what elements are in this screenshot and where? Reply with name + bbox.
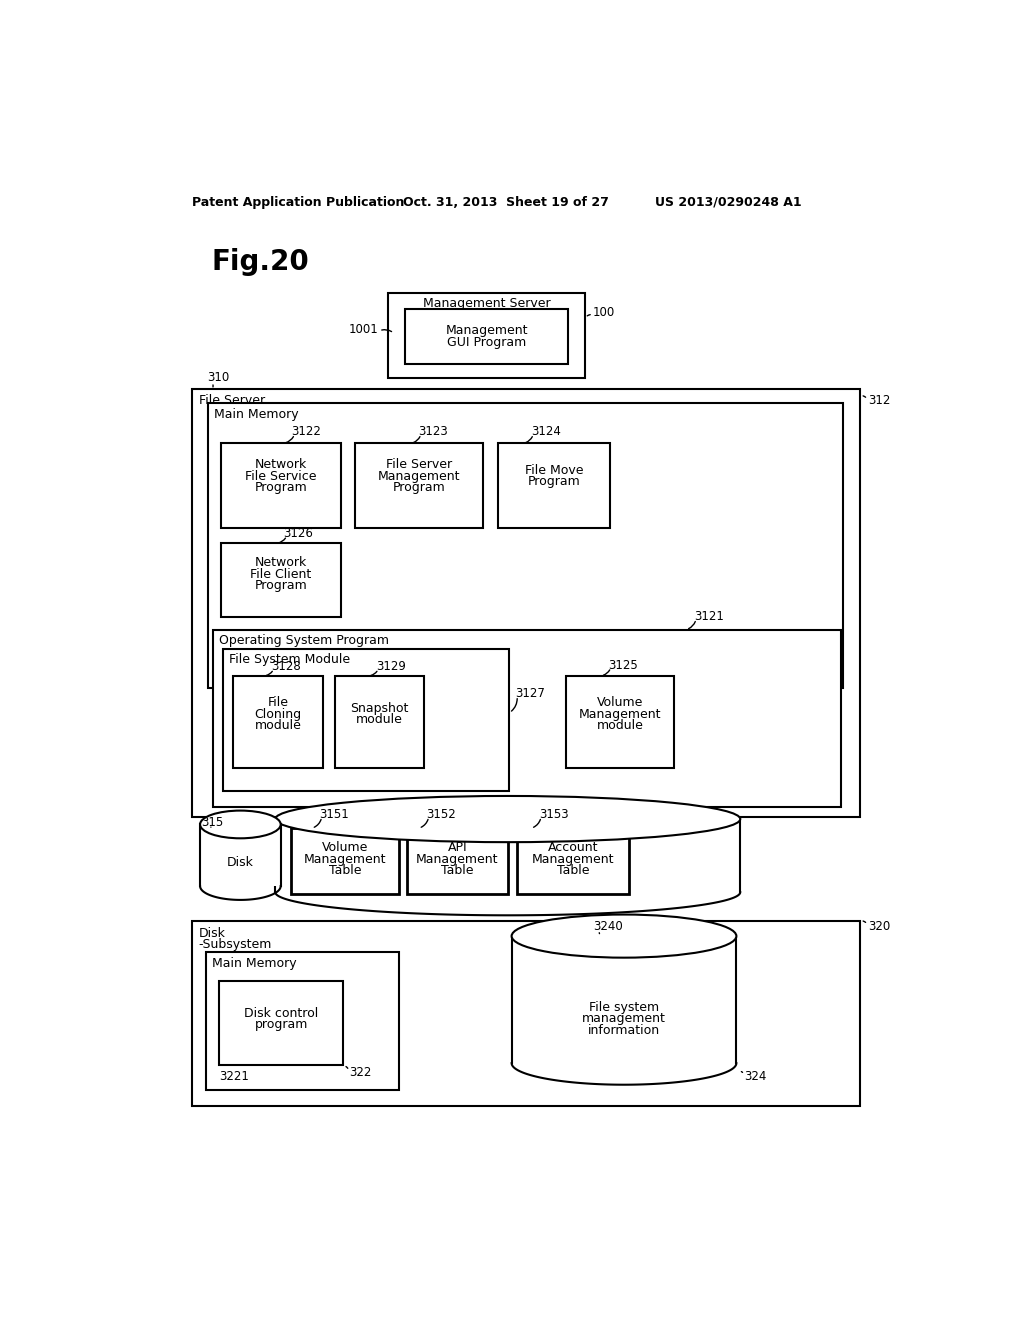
Text: Table: Table — [557, 865, 590, 878]
Text: 3221: 3221 — [219, 1069, 249, 1082]
Text: module: module — [597, 719, 643, 733]
Text: File Service: File Service — [246, 470, 316, 483]
Bar — [222, 649, 509, 792]
Ellipse shape — [200, 810, 281, 838]
Text: File System Module: File System Module — [228, 653, 350, 667]
Text: GUI Program: GUI Program — [447, 335, 526, 348]
Text: Disk: Disk — [199, 927, 225, 940]
Text: Volume: Volume — [322, 841, 369, 854]
Text: Network: Network — [255, 556, 307, 569]
Text: Operating System Program: Operating System Program — [219, 634, 389, 647]
Bar — [498, 444, 610, 528]
Text: 315: 315 — [202, 816, 224, 829]
Text: 310: 310 — [207, 371, 229, 384]
Bar — [219, 981, 343, 1065]
Text: Management: Management — [416, 853, 499, 866]
Text: Management Server: Management Server — [423, 297, 550, 310]
Bar — [275, 818, 740, 892]
Ellipse shape — [275, 796, 740, 842]
Text: Program: Program — [527, 475, 581, 488]
Text: 3121: 3121 — [693, 610, 724, 623]
Text: 1001: 1001 — [348, 323, 378, 335]
Text: 3124: 3124 — [531, 425, 561, 438]
Bar — [221, 444, 341, 528]
Bar — [517, 829, 630, 894]
Text: 3127: 3127 — [515, 686, 546, 700]
Text: Management: Management — [532, 853, 614, 866]
Bar — [213, 630, 841, 807]
Text: Network: Network — [255, 458, 307, 471]
Bar — [193, 389, 860, 817]
Bar — [566, 676, 675, 768]
Text: API: API — [447, 841, 467, 854]
Text: 3129: 3129 — [376, 660, 406, 673]
Bar — [335, 676, 424, 768]
Text: Main Memory: Main Memory — [214, 408, 299, 421]
Text: Patent Application Publication: Patent Application Publication — [193, 195, 404, 209]
Text: File Server: File Server — [386, 458, 452, 471]
Text: 3152: 3152 — [426, 808, 456, 821]
Bar — [233, 676, 323, 768]
Text: 312: 312 — [868, 395, 891, 408]
Bar — [193, 921, 860, 1106]
Text: File system: File system — [589, 1001, 659, 1014]
Text: File Client: File Client — [251, 568, 311, 581]
Text: 322: 322 — [349, 1065, 372, 1078]
Text: 3151: 3151 — [319, 808, 349, 821]
Text: Table: Table — [329, 865, 361, 878]
Text: 3122: 3122 — [291, 425, 321, 438]
Text: File Server: File Server — [199, 393, 264, 407]
Text: program: program — [255, 1018, 308, 1031]
Text: Cloning: Cloning — [254, 708, 301, 721]
Ellipse shape — [512, 915, 736, 958]
Text: Disk: Disk — [227, 857, 254, 870]
Text: Program: Program — [255, 482, 307, 495]
Text: 3128: 3128 — [271, 660, 301, 673]
Bar — [208, 404, 844, 688]
Text: Management: Management — [304, 853, 386, 866]
Text: Management: Management — [378, 470, 460, 483]
Text: Program: Program — [255, 579, 307, 593]
Text: information: information — [588, 1024, 660, 1038]
Text: 3126: 3126 — [283, 527, 313, 540]
Text: management: management — [582, 1012, 666, 1026]
Text: Fig.20: Fig.20 — [212, 248, 309, 276]
Text: 3240: 3240 — [593, 920, 623, 933]
Text: Oct. 31, 2013  Sheet 19 of 27: Oct. 31, 2013 Sheet 19 of 27 — [403, 195, 609, 209]
Bar — [355, 444, 483, 528]
Text: Snapshot: Snapshot — [350, 702, 409, 714]
Text: Main Memory: Main Memory — [212, 957, 296, 970]
Bar — [200, 825, 281, 886]
Text: -Subsystem: -Subsystem — [199, 939, 272, 952]
Bar — [206, 952, 399, 1090]
Bar — [221, 544, 341, 616]
Text: 320: 320 — [868, 920, 891, 933]
Text: Management: Management — [445, 325, 528, 338]
Text: Table: Table — [441, 865, 474, 878]
Text: Disk control: Disk control — [245, 1007, 318, 1019]
Text: 3153: 3153 — [539, 808, 568, 821]
Text: 100: 100 — [593, 306, 615, 319]
Bar — [512, 936, 736, 1063]
Text: Account: Account — [548, 841, 598, 854]
Text: US 2013/0290248 A1: US 2013/0290248 A1 — [655, 195, 802, 209]
Text: File Move: File Move — [524, 463, 583, 477]
Text: Program: Program — [392, 482, 445, 495]
Text: module: module — [356, 713, 402, 726]
Text: module: module — [255, 719, 301, 733]
Bar — [291, 829, 399, 894]
Text: Volume: Volume — [597, 696, 643, 709]
Bar — [406, 309, 568, 364]
Bar — [388, 293, 586, 378]
Text: Management: Management — [579, 708, 662, 721]
Text: 3123: 3123 — [419, 425, 449, 438]
Text: File: File — [267, 696, 289, 709]
Bar — [407, 829, 508, 894]
Text: 324: 324 — [744, 1069, 767, 1082]
Text: 3125: 3125 — [608, 659, 638, 672]
